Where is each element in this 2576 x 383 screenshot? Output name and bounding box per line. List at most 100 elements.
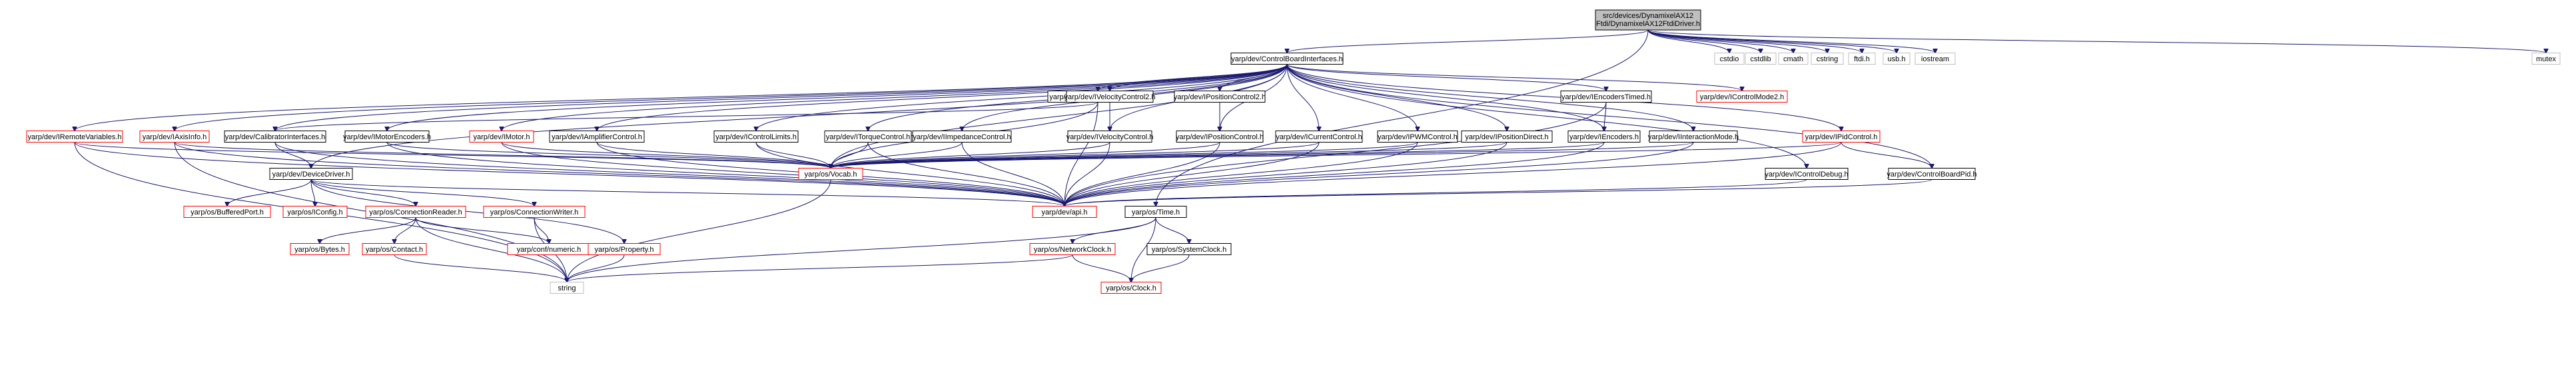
- node-icmode2[interactable]: yarp/dev/IControlMode2.h: [1696, 91, 1788, 103]
- node-ivelctl[interactable]: yarp/dev/IVelocityControl.h: [1067, 131, 1154, 143]
- edge-cbi-to-imotenc: [387, 64, 1288, 131]
- edge-devdrv-to-bufport: [227, 179, 312, 206]
- node-conf[interactable]: yarp/conf/numeric.h: [507, 243, 591, 255]
- edge-root-to-time: [1156, 29, 1649, 206]
- edge-imotor-to-vocab: [501, 142, 831, 169]
- node-imotor[interactable]: yarp/dev/IMotor.h: [469, 131, 534, 143]
- node-box: [1811, 53, 1844, 65]
- node-box: [224, 131, 326, 143]
- edge-iposctl-to-vocab: [831, 142, 1220, 169]
- node-netclock[interactable]: yarp/os/NetworkClock.h: [1029, 243, 1116, 255]
- node-iconfig[interactable]: yarp/os/IConfig.h: [282, 206, 348, 218]
- node-box: [1802, 131, 1881, 143]
- node-iimped[interactable]: yarp/dev/IImpedanceControl.h: [912, 131, 1012, 143]
- node-box: [1275, 131, 1363, 143]
- edge-root-to-cstring: [1647, 29, 1827, 53]
- edge-connread-to-bytes: [320, 217, 416, 244]
- node-icur[interactable]: yarp/dev/ICurrentControl.h: [1275, 131, 1363, 143]
- node-time[interactable]: yarp/os/Time.h: [1124, 206, 1187, 218]
- node-contact[interactable]: yarp/os/Contact.h: [362, 243, 427, 255]
- node-clock[interactable]: yarp/os/Clock.h: [1100, 282, 1162, 294]
- edge-root-to-cbi: [1287, 29, 1649, 53]
- edge-iimped-to-vocab: [831, 142, 963, 169]
- edge-iclim-to-vocab: [755, 142, 831, 169]
- node-box: [713, 131, 799, 143]
- node-iremvar[interactable]: yarp/dev/IRemoteVariables.h: [26, 131, 123, 143]
- edge-layer: [74, 29, 2546, 282]
- edge-cbi-to-iposdir: [1286, 64, 1507, 131]
- edge-cbi-to-calibif: [275, 64, 1288, 131]
- node-string: string: [550, 282, 584, 294]
- node-ivelctl2[interactable]: yarp/dev/IVelocityControl2.h: [1065, 91, 1156, 103]
- edge-cbi-to-devdrv: [311, 64, 1288, 169]
- node-iaxis[interactable]: yarp/dev/IAxisInfo.h: [139, 131, 210, 143]
- node-imotenc[interactable]: yarp/dev/IMotorEncoders.h: [343, 131, 431, 143]
- node-box: [1595, 9, 1701, 31]
- node-ftdi: ftdi.h: [1848, 53, 1876, 65]
- node-label: yarp/dev/ControlBoardInterfaces.h: [1231, 55, 1343, 63]
- edge-devdrv-to-connwrite: [310, 179, 534, 206]
- edge-icalib-to-api: [1065, 102, 1098, 206]
- edge-cbi-to-imotor: [502, 64, 1288, 131]
- node-iclim[interactable]: yarp/dev/IControlLimits.h: [713, 131, 799, 143]
- node-box: [1765, 168, 1849, 180]
- node-root[interactable]: src/devices/DynamixelAX12Ftdi/DynamixelA…: [1595, 9, 1701, 31]
- edge-ipid-to-vocab: [831, 142, 1842, 169]
- node-mutex: mutex: [2531, 53, 2561, 65]
- edge-imotor-to-api: [501, 142, 1065, 206]
- node-connread[interactable]: yarp/os/ConnectionReader.h: [365, 206, 466, 218]
- node-iposctl[interactable]: yarp/dev/IPositionControl.h: [1176, 131, 1264, 143]
- edge-netclock-to-string: [567, 254, 1073, 282]
- edge-devdrv-to-connread: [310, 179, 416, 206]
- node-box: [344, 131, 430, 143]
- node-bufport[interactable]: yarp/os/BufferedPort.h: [183, 206, 271, 218]
- node-itorque[interactable]: yarp/dev/ITorqueControl.h: [824, 131, 912, 143]
- node-box: [469, 131, 534, 143]
- node-property[interactable]: yarp/os/Property.h: [588, 243, 661, 255]
- edge-iremvar-to-api: [74, 142, 1065, 206]
- node-label: yarp/dev/IAxisInfo.h: [143, 133, 207, 141]
- node-label: yarp/dev/ControlBoardPid.h: [1887, 171, 1976, 179]
- node-label: yarp/dev/IVelocityControl2.h: [1065, 93, 1156, 101]
- node-ipid[interactable]: yarp/dev/IPidControl.h: [1802, 131, 1881, 143]
- node-label: yarp/dev/IVelocityControl.h: [1067, 133, 1154, 141]
- node-ipwm[interactable]: yarp/dev/IPWMControl.h: [1377, 131, 1458, 143]
- node-devdrv[interactable]: yarp/dev/DeviceDriver.h: [269, 168, 353, 180]
- node-bytes[interactable]: yarp/os/Bytes.h: [290, 243, 350, 255]
- edge-imotenc-to-api: [386, 142, 1065, 206]
- node-label: yarp/os/Time.h: [1132, 208, 1180, 216]
- node-label: yarp/dev/IEncoders.h: [1569, 133, 1639, 141]
- node-iposctl2[interactable]: yarp/dev/IPositionControl2.h: [1174, 91, 1266, 103]
- node-calibif[interactable]: yarp/dev/CalibratorInterfaces.h: [224, 131, 326, 143]
- node-api[interactable]: yarp/dev/api.h: [1032, 206, 1097, 218]
- node-label: iostream: [1921, 55, 1949, 63]
- edge-ivelctl-to-vocab: [831, 142, 1110, 169]
- edge-connread-to-conf: [415, 217, 549, 244]
- edge-root-to-cmath: [1647, 29, 1793, 53]
- node-label: yarp/os/NetworkClock.h: [1034, 246, 1111, 254]
- node-label: yarp/dev/IControlLimits.h: [715, 133, 797, 141]
- node-box: [483, 206, 586, 218]
- node-iposdir[interactable]: yarp/dev/IPositionDirect.h: [1461, 131, 1553, 143]
- node-icdebug[interactable]: yarp/dev/IControlDebug.h: [1765, 168, 1849, 180]
- node-iinter[interactable]: yarp/dev/IInteractionMode.h: [1648, 131, 1739, 143]
- edge-icalib-to-calibif: [275, 102, 1098, 131]
- node-connwrite[interactable]: yarp/os/ConnectionWriter.h: [483, 206, 586, 218]
- edge-cbi-to-iinter: [1286, 64, 1693, 131]
- node-box: [1848, 53, 1876, 65]
- node-vocab[interactable]: yarp/os/Vocab.h: [798, 168, 863, 180]
- node-cbpid[interactable]: yarp/dev/ControlBoardPid.h: [1887, 168, 1977, 180]
- node-box: [1230, 53, 1344, 65]
- node-label: yarp/os/SystemClock.h: [1152, 246, 1226, 254]
- edge-iinter-to-api: [1065, 142, 1694, 206]
- node-cbi[interactable]: yarp/dev/ControlBoardInterfaces.h: [1230, 53, 1344, 65]
- edge-time-to-netclock: [1073, 217, 1156, 244]
- node-label: yarp/dev/DeviceDriver.h: [272, 171, 350, 179]
- node-iamp[interactable]: yarp/dev/IAmplifierControl.h: [549, 131, 645, 143]
- node-box: [1778, 53, 1809, 65]
- node-sysclock[interactable]: yarp/os/SystemClock.h: [1146, 243, 1232, 255]
- node-ienc[interactable]: yarp/dev/IEncoders.h: [1567, 131, 1641, 143]
- node-ienctimed[interactable]: yarp/dev/IEncodersTimed.h: [1560, 91, 1652, 103]
- node-label: yarp/dev/ICurrentControl.h: [1276, 133, 1362, 141]
- edge-cbi-to-icdebug: [1286, 64, 1807, 169]
